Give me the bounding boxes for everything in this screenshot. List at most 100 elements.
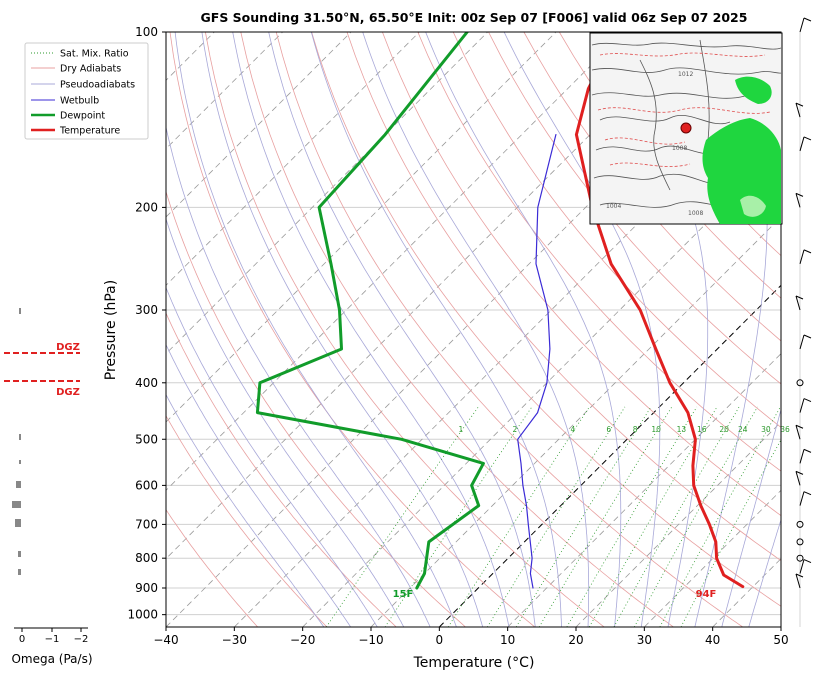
- plot-frame: [165, 31, 782, 628]
- mixing-ratio-line: [633, 406, 758, 627]
- dry-adiabat-line: [169, 32, 536, 627]
- pseudoadiabat-line: [748, 518, 781, 627]
- svg-text:Pseudoadiabats: Pseudoadiabats: [60, 80, 135, 91]
- svg-text:−2: −2: [74, 634, 89, 645]
- calm-wind-marker: [796, 538, 804, 546]
- y-tick-label: 200: [135, 200, 158, 214]
- mixing-ratio-label: 30: [761, 425, 771, 434]
- isotherm-line: [575, 421, 781, 627]
- y-tick-label: 1000: [127, 608, 158, 622]
- pseudoadiabat-line: [166, 286, 378, 627]
- y-tick-label: 300: [135, 303, 158, 317]
- x-tick-label: −20: [290, 633, 315, 647]
- dry-adiabat-line: [523, 32, 781, 342]
- pseudoadiabat-line: [425, 32, 622, 627]
- wind-barbs-column: [795, 17, 812, 627]
- dry-adiabat-line: [417, 32, 781, 472]
- dry-adiabat-line: [166, 509, 258, 627]
- pseudoadiabat-line: [602, 32, 709, 627]
- dry-adiabat-line: [166, 190, 466, 627]
- y-tick-label: 100: [135, 25, 158, 39]
- wind-barb: [799, 334, 805, 350]
- mixing-ratio-label: 13: [677, 425, 687, 434]
- wind-barb: [795, 573, 801, 589]
- wind-barb: [795, 295, 801, 311]
- wind-barb: [795, 193, 801, 208]
- mixing-ratio-label: 10: [651, 425, 661, 434]
- mixing-ratio-label: 1: [458, 425, 463, 434]
- calm-wind-marker: [796, 520, 804, 528]
- series-line-wetbulb: [517, 134, 557, 589]
- x-tick-label: −10: [358, 633, 383, 647]
- pseudoadiabat-line: [166, 343, 352, 627]
- dgz-label-bottom: DGZ: [56, 387, 80, 398]
- isotherm-line: [166, 32, 352, 218]
- wind-barb-flag: [803, 334, 812, 339]
- y-tick-label: 600: [135, 478, 158, 492]
- mixing-ratio-line: [486, 406, 626, 627]
- legend-item-sat-mix-ratio: Sat. Mix. Ratio: [31, 49, 129, 60]
- legend-item-dry-adiabats: Dry Adiabats: [31, 64, 121, 75]
- wind-barb-flag: [795, 573, 804, 578]
- y-axis-ticks: 100 200 300 400 500 600 700 800 900 1000: [127, 25, 166, 622]
- legend: Sat. Mix. Ratio Dry Adiabats Pseudoadiab…: [24, 42, 149, 140]
- x-axis-label: Temperature (°C): [413, 655, 535, 671]
- pseudoadiabat-line: [310, 32, 562, 627]
- inset-contour-label: 1004: [606, 203, 621, 210]
- wind-barb: [795, 471, 801, 486]
- x-tick-label: 50: [773, 633, 788, 647]
- y-tick-label: 900: [135, 581, 158, 595]
- surface-dewpoint-label: 15F: [393, 589, 414, 600]
- inset-map: 1012 1008 1004 1008: [589, 32, 783, 225]
- dry-adiabat-line: [807, 32, 824, 627]
- omega-axis-label: Omega (Pa/s): [11, 652, 92, 666]
- mixing-ratio-line: [659, 406, 781, 627]
- calm-wind-marker: [796, 554, 804, 562]
- wind-barb: [799, 17, 805, 33]
- isotherm-line: [166, 32, 557, 423]
- pseudoadiabat-line: [166, 125, 431, 627]
- wind-barb-flag: [795, 192, 804, 197]
- wind-barb-flag: [803, 448, 812, 453]
- isotherm-line: [166, 32, 283, 150]
- pseudoadiabat-line: [268, 32, 536, 627]
- wind-barb-flag: [795, 470, 804, 475]
- x-axis-ticks: −40 −30 −20 −10 0 10 20 30 40 50: [153, 627, 789, 647]
- legend-item-temperature: Temperature: [31, 126, 120, 137]
- svg-text:Dry Adiabats: Dry Adiabats: [60, 64, 121, 75]
- mixing-ratio-label: 24: [738, 425, 748, 434]
- surface-temperature-label: 94F: [696, 589, 717, 600]
- pseudoadiabat-line: [721, 408, 781, 627]
- wind-barb: [795, 103, 801, 118]
- legend-item-pseudoadiabats: Pseudoadiabats: [31, 80, 135, 91]
- mixing-ratio-label: 8: [633, 425, 638, 434]
- chart-title: GFS Sounding 31.50°N, 65.50°E Init: 00z …: [201, 10, 748, 25]
- isotherm-line: [438, 284, 781, 627]
- x-tick-label: 40: [705, 633, 720, 647]
- legend-item-wetbulb: Wetbulb: [31, 96, 99, 107]
- dgz-label-top: DGZ: [56, 342, 80, 353]
- dry-adiabat-line: [166, 415, 328, 627]
- y-tick-label: 700: [135, 517, 158, 531]
- dry-adiabat-line: [311, 32, 781, 607]
- mixing-ratio-line: [680, 439, 781, 627]
- wind-barb-flag: [795, 102, 804, 107]
- pseudoadiabat-line: [694, 32, 768, 627]
- wind-barb-flag: [803, 491, 812, 496]
- mixing-ratio-label: 20: [719, 425, 729, 434]
- omega-x-ticks: 0 −1 −2: [19, 628, 89, 645]
- series-line-dewpoint: [255, 32, 485, 590]
- x-tick-label: −40: [153, 633, 178, 647]
- dry-adiabat-line: [382, 32, 781, 517]
- x-tick-label: 20: [568, 633, 583, 647]
- y-tick-label: 500: [135, 432, 158, 446]
- pseudoadiabat-line: [166, 393, 325, 627]
- isotherm-line: [644, 489, 781, 627]
- omega-panel: 0 −1 −2 Omega (Pa/s) DGZ DGZ: [4, 308, 93, 666]
- wind-barb-flag: [803, 136, 812, 141]
- mixing-ratio-label: 6: [606, 425, 611, 434]
- wind-barb: [799, 491, 805, 506]
- wind-barb: [799, 136, 805, 152]
- wind-barb-flag: [803, 249, 812, 254]
